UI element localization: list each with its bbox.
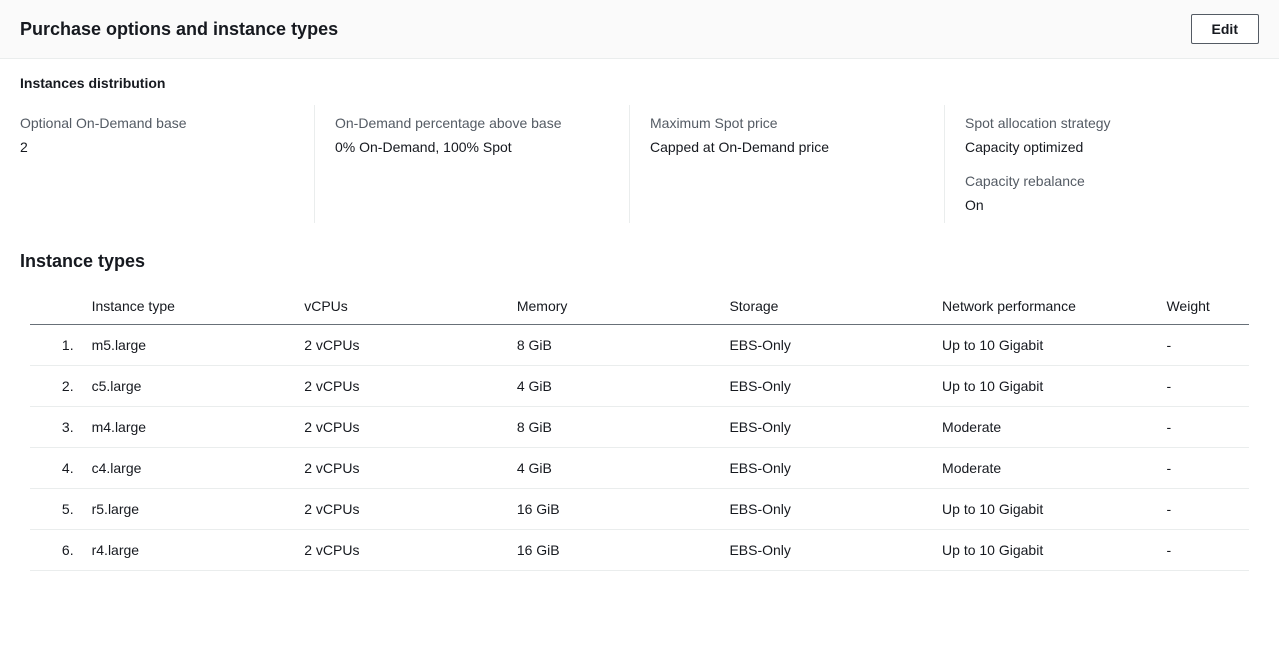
on-demand-percentage-value: 0% On-Demand, 100% Spot	[335, 139, 609, 155]
table-cell: -	[1154, 325, 1249, 366]
distribution-column: Maximum Spot price Capped at On-Demand p…	[630, 105, 945, 223]
capacity-rebalance-label: Capacity rebalance	[965, 173, 1239, 189]
table-cell: c4.large	[80, 448, 293, 489]
max-spot-price-label: Maximum Spot price	[650, 115, 924, 131]
column-header-memory: Memory	[505, 288, 718, 325]
table-cell: Up to 10 Gigabit	[930, 530, 1154, 571]
distribution-column: On-Demand percentage above base 0% On-De…	[315, 105, 630, 223]
distribution-item: Optional On-Demand base 2	[20, 115, 294, 155]
table-cell: EBS-Only	[717, 325, 930, 366]
table-cell: 4.	[30, 448, 80, 489]
table-cell: EBS-Only	[717, 407, 930, 448]
table-cell: 2 vCPUs	[292, 530, 505, 571]
table-cell: 4 GiB	[505, 448, 718, 489]
table-cell: 5.	[30, 489, 80, 530]
table-cell: 2 vCPUs	[292, 325, 505, 366]
table-cell: m5.large	[80, 325, 293, 366]
table-cell: 2 vCPUs	[292, 448, 505, 489]
table-cell: 6.	[30, 530, 80, 571]
capacity-rebalance-value: On	[965, 197, 1239, 213]
table-cell: Up to 10 Gigabit	[930, 489, 1154, 530]
column-header-vcpus: vCPUs	[292, 288, 505, 325]
distribution-item: Capacity rebalance On	[965, 173, 1239, 213]
column-header-storage: Storage	[717, 288, 930, 325]
table-cell: EBS-Only	[717, 530, 930, 571]
column-header-index	[30, 288, 80, 325]
table-cell: 16 GiB	[505, 530, 718, 571]
table-row: 5.r5.large2 vCPUs16 GiBEBS-OnlyUp to 10 …	[30, 489, 1249, 530]
column-header-weight: Weight	[1154, 288, 1249, 325]
max-spot-price-value: Capped at On-Demand price	[650, 139, 924, 155]
table-cell: 8 GiB	[505, 325, 718, 366]
distribution-column: Spot allocation strategy Capacity optimi…	[945, 105, 1259, 223]
table-cell: 8 GiB	[505, 407, 718, 448]
spot-allocation-strategy-label: Spot allocation strategy	[965, 115, 1239, 131]
on-demand-percentage-label: On-Demand percentage above base	[335, 115, 609, 131]
distribution-item: On-Demand percentage above base 0% On-De…	[335, 115, 609, 155]
table-cell: m4.large	[80, 407, 293, 448]
instance-types-table: Instance type vCPUs Memory Storage Netwo…	[30, 288, 1249, 571]
column-header-instance-type: Instance type	[80, 288, 293, 325]
panel-content: Instances distribution Optional On-Deman…	[0, 59, 1279, 595]
table-cell: 2 vCPUs	[292, 407, 505, 448]
table-header-row: Instance type vCPUs Memory Storage Netwo…	[30, 288, 1249, 325]
table-cell: Up to 10 Gigabit	[930, 325, 1154, 366]
table-cell: r4.large	[80, 530, 293, 571]
table-cell: -	[1154, 489, 1249, 530]
table-cell: Moderate	[930, 407, 1154, 448]
panel-header: Purchase options and instance types Edit	[0, 0, 1279, 59]
on-demand-base-value: 2	[20, 139, 294, 155]
instances-distribution-label: Instances distribution	[20, 75, 1259, 91]
panel-title: Purchase options and instance types	[20, 19, 338, 40]
table-cell: -	[1154, 530, 1249, 571]
table-cell: Up to 10 Gigabit	[930, 366, 1154, 407]
table-cell: Moderate	[930, 448, 1154, 489]
table-cell: 16 GiB	[505, 489, 718, 530]
table-cell: 3.	[30, 407, 80, 448]
table-cell: 2.	[30, 366, 80, 407]
table-row: 6.r4.large2 vCPUs16 GiBEBS-OnlyUp to 10 …	[30, 530, 1249, 571]
on-demand-base-label: Optional On-Demand base	[20, 115, 294, 131]
table-cell: 2 vCPUs	[292, 489, 505, 530]
distribution-column: Optional On-Demand base 2	[20, 105, 315, 223]
distribution-item: Maximum Spot price Capped at On-Demand p…	[650, 115, 924, 155]
column-header-network: Network performance	[930, 288, 1154, 325]
table-row: 2.c5.large2 vCPUs4 GiBEBS-OnlyUp to 10 G…	[30, 366, 1249, 407]
instances-distribution-grid: Optional On-Demand base 2 On-Demand perc…	[20, 105, 1259, 223]
spot-allocation-strategy-value: Capacity optimized	[965, 139, 1239, 155]
table-cell: -	[1154, 366, 1249, 407]
table-cell: 1.	[30, 325, 80, 366]
table-cell: r5.large	[80, 489, 293, 530]
table-cell: EBS-Only	[717, 489, 930, 530]
table-row: 1.m5.large2 vCPUs8 GiBEBS-OnlyUp to 10 G…	[30, 325, 1249, 366]
table-cell: -	[1154, 448, 1249, 489]
table-cell: 2 vCPUs	[292, 366, 505, 407]
table-cell: 4 GiB	[505, 366, 718, 407]
table-cell: EBS-Only	[717, 448, 930, 489]
table-row: 3.m4.large2 vCPUs8 GiBEBS-OnlyModerate-	[30, 407, 1249, 448]
table-cell: EBS-Only	[717, 366, 930, 407]
distribution-item: Spot allocation strategy Capacity optimi…	[965, 115, 1239, 155]
instance-types-heading: Instance types	[20, 251, 1259, 272]
edit-button[interactable]: Edit	[1191, 14, 1259, 44]
table-cell: -	[1154, 407, 1249, 448]
table-cell: c5.large	[80, 366, 293, 407]
table-row: 4.c4.large2 vCPUs4 GiBEBS-OnlyModerate-	[30, 448, 1249, 489]
